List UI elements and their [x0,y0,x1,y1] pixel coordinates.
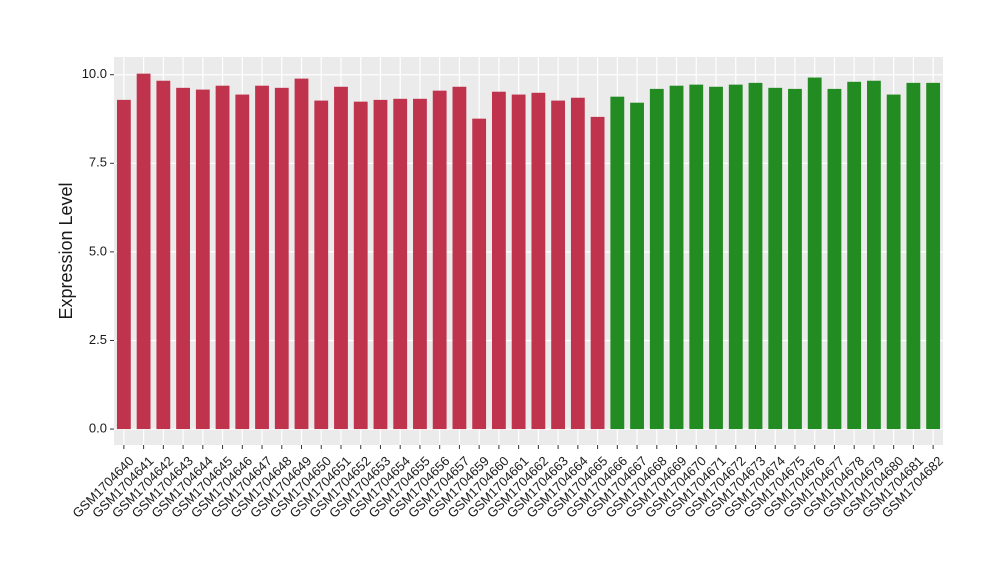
bar [709,86,723,430]
bar [610,96,625,430]
bar [472,118,487,430]
bar [669,85,684,430]
bar [136,73,151,430]
bar [413,98,427,430]
bar [531,92,546,430]
bar [176,87,190,430]
bar [728,84,743,430]
y-tick-label: 2.5 [89,332,107,347]
bar [590,116,605,430]
bar [215,85,230,430]
bar [926,82,941,430]
bar [235,94,250,430]
plot-panel [114,57,943,445]
bar [274,87,289,430]
bar [195,89,210,430]
y-axis-title: Expression Level [56,182,76,319]
bar [393,98,408,430]
bar [452,86,467,430]
y-tick-label: 0.0 [89,420,107,435]
bar [432,90,447,430]
bar [314,100,329,430]
bar [255,85,269,430]
bar [570,97,585,430]
bar [886,94,901,430]
bar [768,87,783,430]
bar [373,99,388,430]
bar [491,91,506,430]
y-tick-label: 10.0 [82,66,107,81]
bar [807,77,822,430]
bar [511,94,526,430]
bar [334,86,348,430]
bar [906,82,921,430]
bar [294,78,309,430]
bar [867,80,881,430]
bar [689,84,704,430]
bar [353,101,368,430]
bar [788,88,802,430]
bar [827,88,842,430]
bar [748,82,763,430]
bar [630,102,644,430]
bar [847,81,862,430]
y-tick-label: 5.0 [89,243,107,258]
bar [649,88,664,430]
y-tick-label: 7.5 [89,155,107,170]
bar [116,99,131,430]
bar [156,80,171,430]
bar [551,100,566,430]
